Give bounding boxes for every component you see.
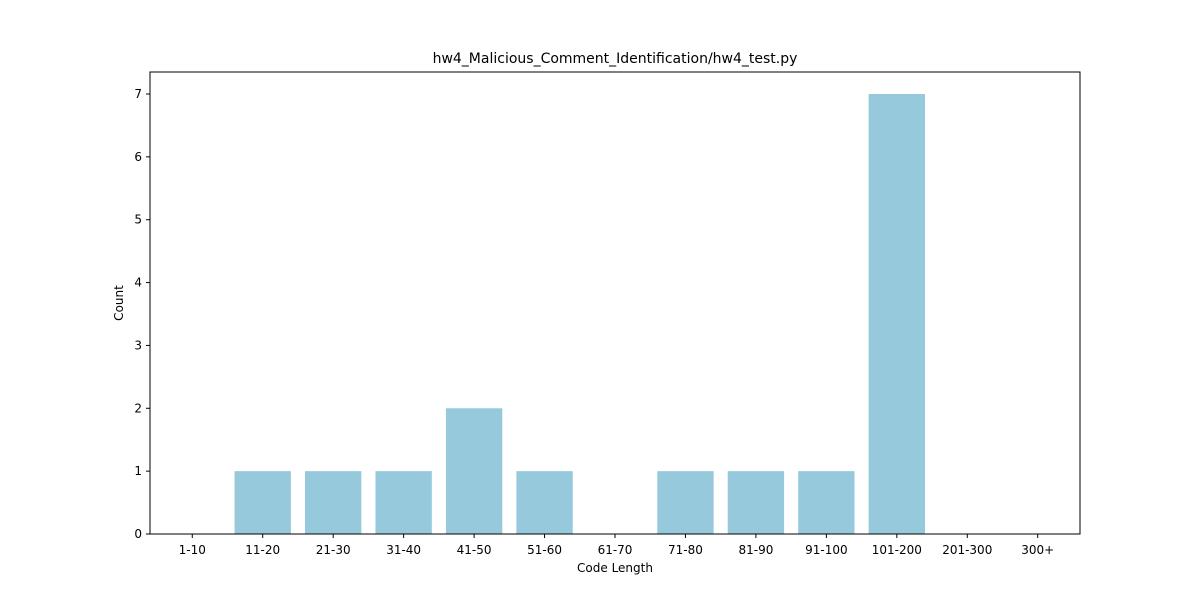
bar-71-80 (657, 471, 714, 534)
y-tick-label: 0 (134, 527, 142, 541)
x-axis-title: Code Length (577, 561, 653, 575)
x-tick-label: 81-90 (738, 543, 773, 557)
x-tick-label: 201-300 (942, 543, 992, 557)
x-tick-label: 51-60 (527, 543, 562, 557)
bar-91-100 (798, 471, 855, 534)
y-tick-label: 1 (134, 464, 142, 478)
chart-title: hw4_Malicious_Comment_Identification/hw4… (433, 51, 798, 67)
x-tick-label: 91-100 (805, 543, 848, 557)
x-tick-label: 71-80 (668, 543, 703, 557)
bar-81-90 (727, 471, 785, 534)
x-tick-label: 101-200 (872, 543, 922, 557)
bars-group (234, 94, 925, 534)
plot-frame (149, 71, 1081, 535)
y-axis-title: Count (112, 285, 126, 321)
y-tick-label: 5 (134, 213, 142, 227)
x-tick-label: 41-50 (457, 543, 492, 557)
bar-41-50 (445, 408, 503, 534)
bar-21-30 (305, 471, 362, 534)
x-tick-label: 11-20 (245, 543, 280, 557)
y-tick-label: 4 (134, 276, 142, 290)
y-tick-label: 2 (134, 401, 142, 415)
bar-11-20 (234, 471, 291, 534)
bar-51-60 (516, 471, 573, 534)
bar-31-40 (375, 471, 432, 534)
x-tick-label: 61-70 (598, 543, 633, 557)
x-axis: 1-10 11-20 21-30 31-40 41-50 51-60 61-70 71-80 8… (179, 534, 1054, 557)
y-tick-label: 3 (134, 338, 142, 352)
x-tick-label: 1-10 (179, 543, 206, 557)
x-tick-label: 300+ (1021, 543, 1054, 557)
y-tick-label: 7 (134, 87, 142, 101)
bar-101-200 (868, 94, 925, 534)
y-tick-label: 6 (134, 150, 142, 164)
x-tick-label: 31-40 (386, 543, 421, 557)
y-axis: 0 1 2 3 4 5 6 7 (134, 87, 150, 541)
x-tick-label: 21-30 (316, 543, 351, 557)
